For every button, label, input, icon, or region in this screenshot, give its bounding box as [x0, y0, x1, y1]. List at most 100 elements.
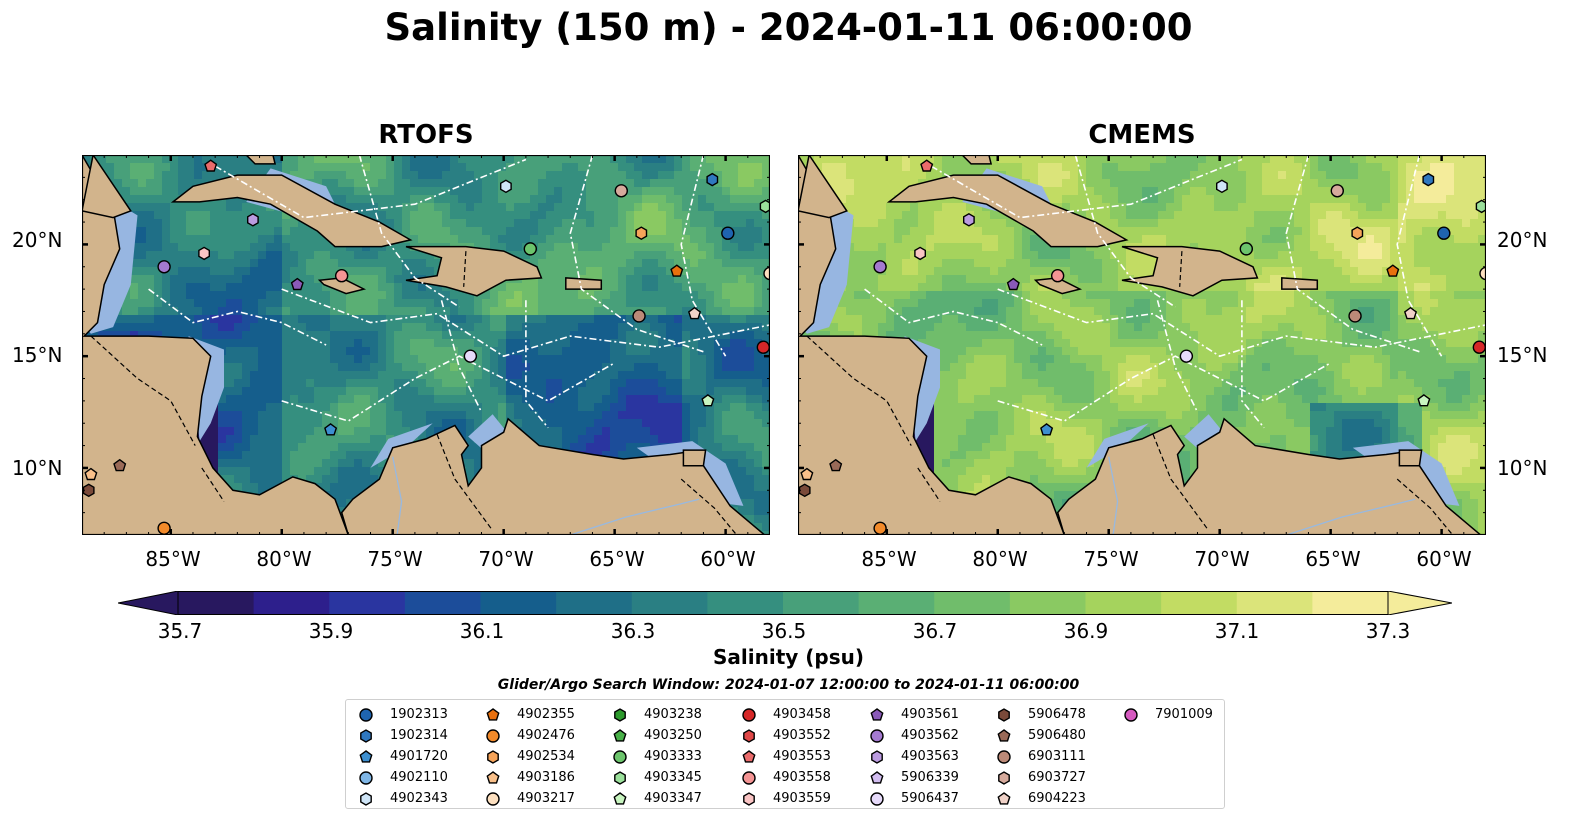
float-marker — [157, 260, 171, 274]
hexagon-marker-icon — [487, 749, 499, 764]
float-marker — [1179, 349, 1194, 363]
legend-marker — [870, 728, 884, 743]
float-marker — [84, 467, 98, 481]
legend-marker — [870, 707, 884, 721]
legend-float-id: 4902355 — [517, 707, 575, 722]
float-marker — [632, 309, 646, 323]
float-marker — [247, 212, 259, 227]
hexagon-marker-icon — [360, 791, 372, 806]
float-marker — [1417, 394, 1431, 407]
circle-marker-icon — [870, 791, 884, 806]
float-marker — [706, 172, 719, 187]
legend-marker — [997, 749, 1011, 764]
legend-item: 4903250 — [610, 725, 702, 746]
lon-label: 65°W — [589, 547, 645, 571]
legend-marker — [998, 707, 1010, 722]
float-marker — [290, 277, 304, 291]
float-marker — [635, 226, 648, 241]
float-marker — [113, 458, 127, 472]
float-marker — [1472, 340, 1486, 354]
float-marker — [1475, 199, 1486, 214]
float-marker — [873, 521, 887, 535]
legend-item: 4903559 — [739, 788, 831, 809]
legend-float-id: 4903458 — [773, 707, 831, 722]
float-marker — [198, 246, 210, 261]
legend-float-id: 4903558 — [773, 770, 831, 785]
legend-item: 6904223 — [994, 788, 1086, 809]
circle-marker-icon — [486, 791, 500, 806]
legend-marker — [613, 749, 627, 764]
lat-label-left: 15°N — [12, 343, 63, 367]
float-marker — [204, 159, 218, 172]
float-marker — [670, 264, 684, 277]
salinity-colorbar — [118, 591, 1452, 615]
colorbar-tick-label: 36.1 — [459, 619, 505, 643]
legend-item: 4903217 — [483, 788, 575, 809]
lon-label: 65°W — [1305, 547, 1361, 571]
float-marker — [721, 226, 735, 240]
legend-float-id: 5906478 — [1028, 707, 1086, 722]
circle-marker-icon — [359, 770, 373, 785]
legend-item: 4903238 — [610, 704, 702, 725]
legend-marker — [998, 770, 1010, 785]
pentagon-marker-icon — [613, 728, 627, 742]
lon-label: 85°W — [861, 547, 917, 571]
colorbar-tick-label: 36.7 — [912, 619, 958, 643]
legend-float-id: 4902343 — [390, 791, 448, 806]
legend-item: 4903561 — [867, 704, 959, 725]
circle-marker-icon — [870, 728, 884, 743]
legend-float-id: 4903563 — [901, 749, 959, 764]
circle-marker-icon — [1124, 707, 1138, 722]
float-marker — [1006, 277, 1020, 291]
float-marker — [873, 260, 887, 274]
lon-label: 60°W — [1416, 547, 1472, 571]
lon-label: 80°W — [972, 547, 1028, 571]
pentagon-marker-icon — [997, 791, 1011, 805]
float-marker — [324, 423, 338, 436]
legend-float-id: 4903217 — [517, 791, 575, 806]
hexagon-marker-icon — [743, 791, 755, 806]
legend-float-id: 4903561 — [901, 707, 959, 722]
float-legend: 1902313 1902314 4901720 4902110 4902343 49023… — [345, 699, 1225, 809]
colorbar-tick-label: 36.5 — [761, 619, 807, 643]
legend-marker — [997, 728, 1011, 742]
legend-float-id: 6903111 — [1028, 749, 1086, 764]
lon-label: 80°W — [256, 547, 312, 571]
pentagon-marker-icon — [870, 770, 884, 784]
float-marker — [701, 394, 715, 407]
float-marker — [920, 159, 934, 172]
legend-item: 4903562 — [867, 725, 959, 746]
legend-marker — [486, 707, 500, 721]
legend-item: 5906478 — [994, 704, 1086, 725]
float-marker — [1422, 172, 1435, 187]
legend-marker — [486, 791, 500, 806]
cmems-salinity-map — [798, 155, 1486, 535]
float-marker — [798, 483, 811, 498]
legend-item: 4903563 — [867, 746, 959, 767]
legend-item: 4902534 — [483, 746, 575, 767]
float-marker — [756, 340, 770, 354]
lon-label: 70°W — [478, 547, 534, 571]
legend-float-id: 1902313 — [390, 707, 448, 722]
lat-label-left: 20°N — [12, 228, 63, 252]
lat-label-left: 10°N — [12, 456, 63, 480]
pentagon-marker-icon — [742, 749, 756, 763]
legend-marker — [870, 770, 884, 784]
legend-marker — [742, 749, 756, 763]
float-marker — [687, 306, 702, 320]
legend-item: 6903111 — [994, 746, 1086, 767]
legend-item: 4901720 — [356, 746, 448, 767]
legend-float-id: 5906437 — [901, 791, 959, 806]
float-marker — [1216, 179, 1228, 194]
rtofs-salinity-map — [82, 155, 770, 535]
float-marker — [829, 458, 843, 472]
legend-float-id: 4903333 — [644, 749, 702, 764]
float-marker — [157, 521, 171, 535]
lat-label-right: 10°N — [1497, 456, 1548, 480]
legend-marker — [871, 749, 883, 764]
legend-float-id: 4903559 — [773, 791, 831, 806]
legend-item: 4903186 — [483, 767, 575, 788]
legend-float-id: 6903727 — [1028, 770, 1086, 785]
float-marker — [800, 467, 814, 481]
legend-float-id: 5906480 — [1028, 728, 1086, 743]
